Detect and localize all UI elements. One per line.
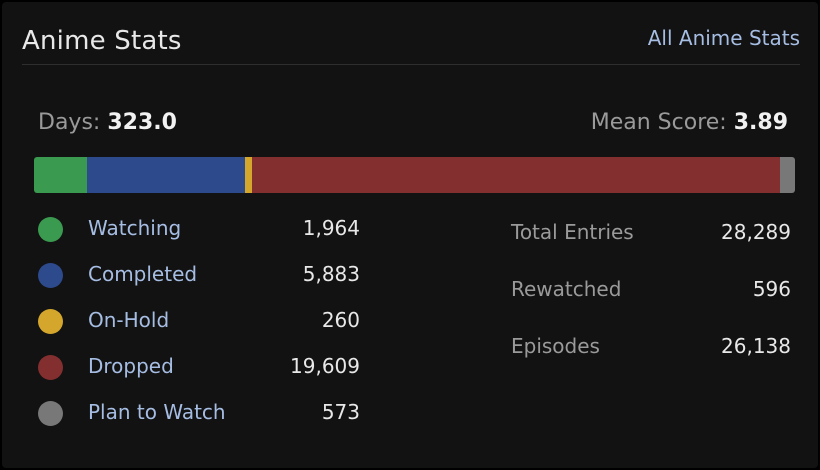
total-entries-value: 28,289 [721, 220, 791, 244]
plan-to-watch-dot-icon [38, 401, 63, 426]
legend-value: 19,609 [290, 354, 360, 378]
totals-list: Total Entries 28,289 Rewatched 596 Episo… [511, 220, 791, 391]
total-entries-row: Total Entries 28,289 [511, 220, 791, 277]
bar-segment-dropped[interactable] [252, 157, 780, 193]
episodes-label: Episodes [511, 334, 600, 358]
all-anime-stats-link[interactable]: All Anime Stats [647, 26, 800, 50]
total-entries-label: Total Entries [511, 220, 634, 244]
legend-value: 573 [321, 400, 360, 424]
episodes-row: Episodes 26,138 [511, 334, 791, 391]
completed-dot-icon [38, 263, 63, 288]
legend-value: 5,883 [302, 262, 360, 286]
legend-label[interactable]: Plan to Watch [88, 400, 226, 424]
days-value: 323.0 [107, 110, 177, 135]
legend-item-on-hold[interactable]: On-Hold 260 [38, 304, 360, 350]
legend-item-plan-to-watch[interactable]: Plan to Watch 573 [38, 396, 360, 442]
bar-segment-plan-to-watch[interactable] [779, 157, 795, 193]
legend-value: 1,964 [302, 216, 360, 240]
legend-item-completed[interactable]: Completed 5,883 [38, 258, 360, 304]
mean-score-stat: Mean Score: 3.89 [591, 110, 788, 135]
legend-label[interactable]: Dropped [88, 354, 174, 378]
legend-item-watching[interactable]: Watching 1,964 [38, 212, 360, 258]
legend-label[interactable]: Completed [88, 262, 198, 286]
status-legend: Watching 1,964 Completed 5,883 On-Hold 2… [38, 212, 360, 442]
bar-segment-watching[interactable] [34, 157, 87, 193]
legend-item-dropped[interactable]: Dropped 19,609 [38, 350, 360, 396]
legend-value: 260 [321, 308, 360, 332]
days-stat: Days: 323.0 [38, 110, 177, 135]
rewatched-value: 596 [752, 277, 791, 301]
rewatched-label: Rewatched [511, 277, 622, 301]
bar-segment-on-hold[interactable] [245, 157, 253, 193]
legend-label[interactable]: On-Hold [88, 308, 170, 332]
status-distribution-bar [34, 157, 795, 193]
panel-title: Anime Stats [22, 26, 182, 56]
mean-score-label: Mean Score: [590, 110, 727, 135]
rewatched-row: Rewatched 596 [511, 277, 791, 334]
on-hold-dot-icon [38, 309, 63, 334]
days-label: Days: [38, 110, 101, 135]
watching-dot-icon [38, 217, 63, 242]
panel-header: Anime Stats All Anime Stats [22, 22, 800, 65]
episodes-value: 26,138 [721, 334, 791, 358]
bar-segment-completed[interactable] [86, 157, 246, 193]
mean-score-value: 3.89 [733, 110, 788, 135]
legend-label[interactable]: Watching [88, 216, 182, 240]
dropped-dot-icon [38, 355, 63, 380]
